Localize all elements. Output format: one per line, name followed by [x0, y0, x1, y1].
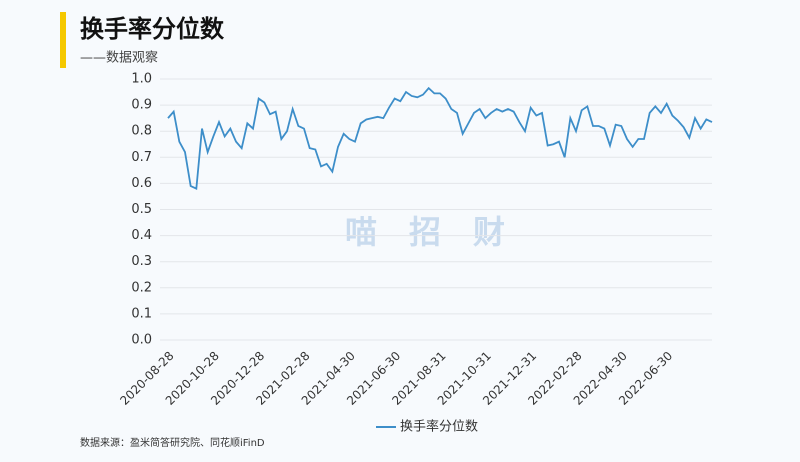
data-line: [167, 86, 713, 190]
chart-title: 换手率分位数: [80, 15, 225, 43]
y-tick-label: 0.0: [131, 333, 152, 348]
legend-label: 换手率分位数: [400, 419, 478, 435]
y-tick-label: 1.0: [131, 72, 152, 87]
y-tick-label: 0.4: [131, 228, 152, 243]
y-tick-label: 0.3: [131, 254, 152, 269]
y-tick-label: 0.7: [131, 150, 152, 165]
y-tick-label: 0.6: [131, 176, 152, 191]
y-tick-label: 0.2: [131, 280, 152, 295]
y-tick-label: 0.5: [131, 202, 152, 217]
title-accent: [60, 12, 66, 68]
y-tick-label: 0.8: [131, 124, 152, 139]
watermark: 喵 招 财: [345, 213, 505, 251]
y-tick-label: 0.1: [131, 306, 152, 321]
subtitle: ——数据观察: [80, 51, 158, 66]
source: 数据来源：盈米简答研究院、同花顺iFinD: [80, 436, 265, 449]
y-tick-label: 0.9: [131, 98, 152, 113]
